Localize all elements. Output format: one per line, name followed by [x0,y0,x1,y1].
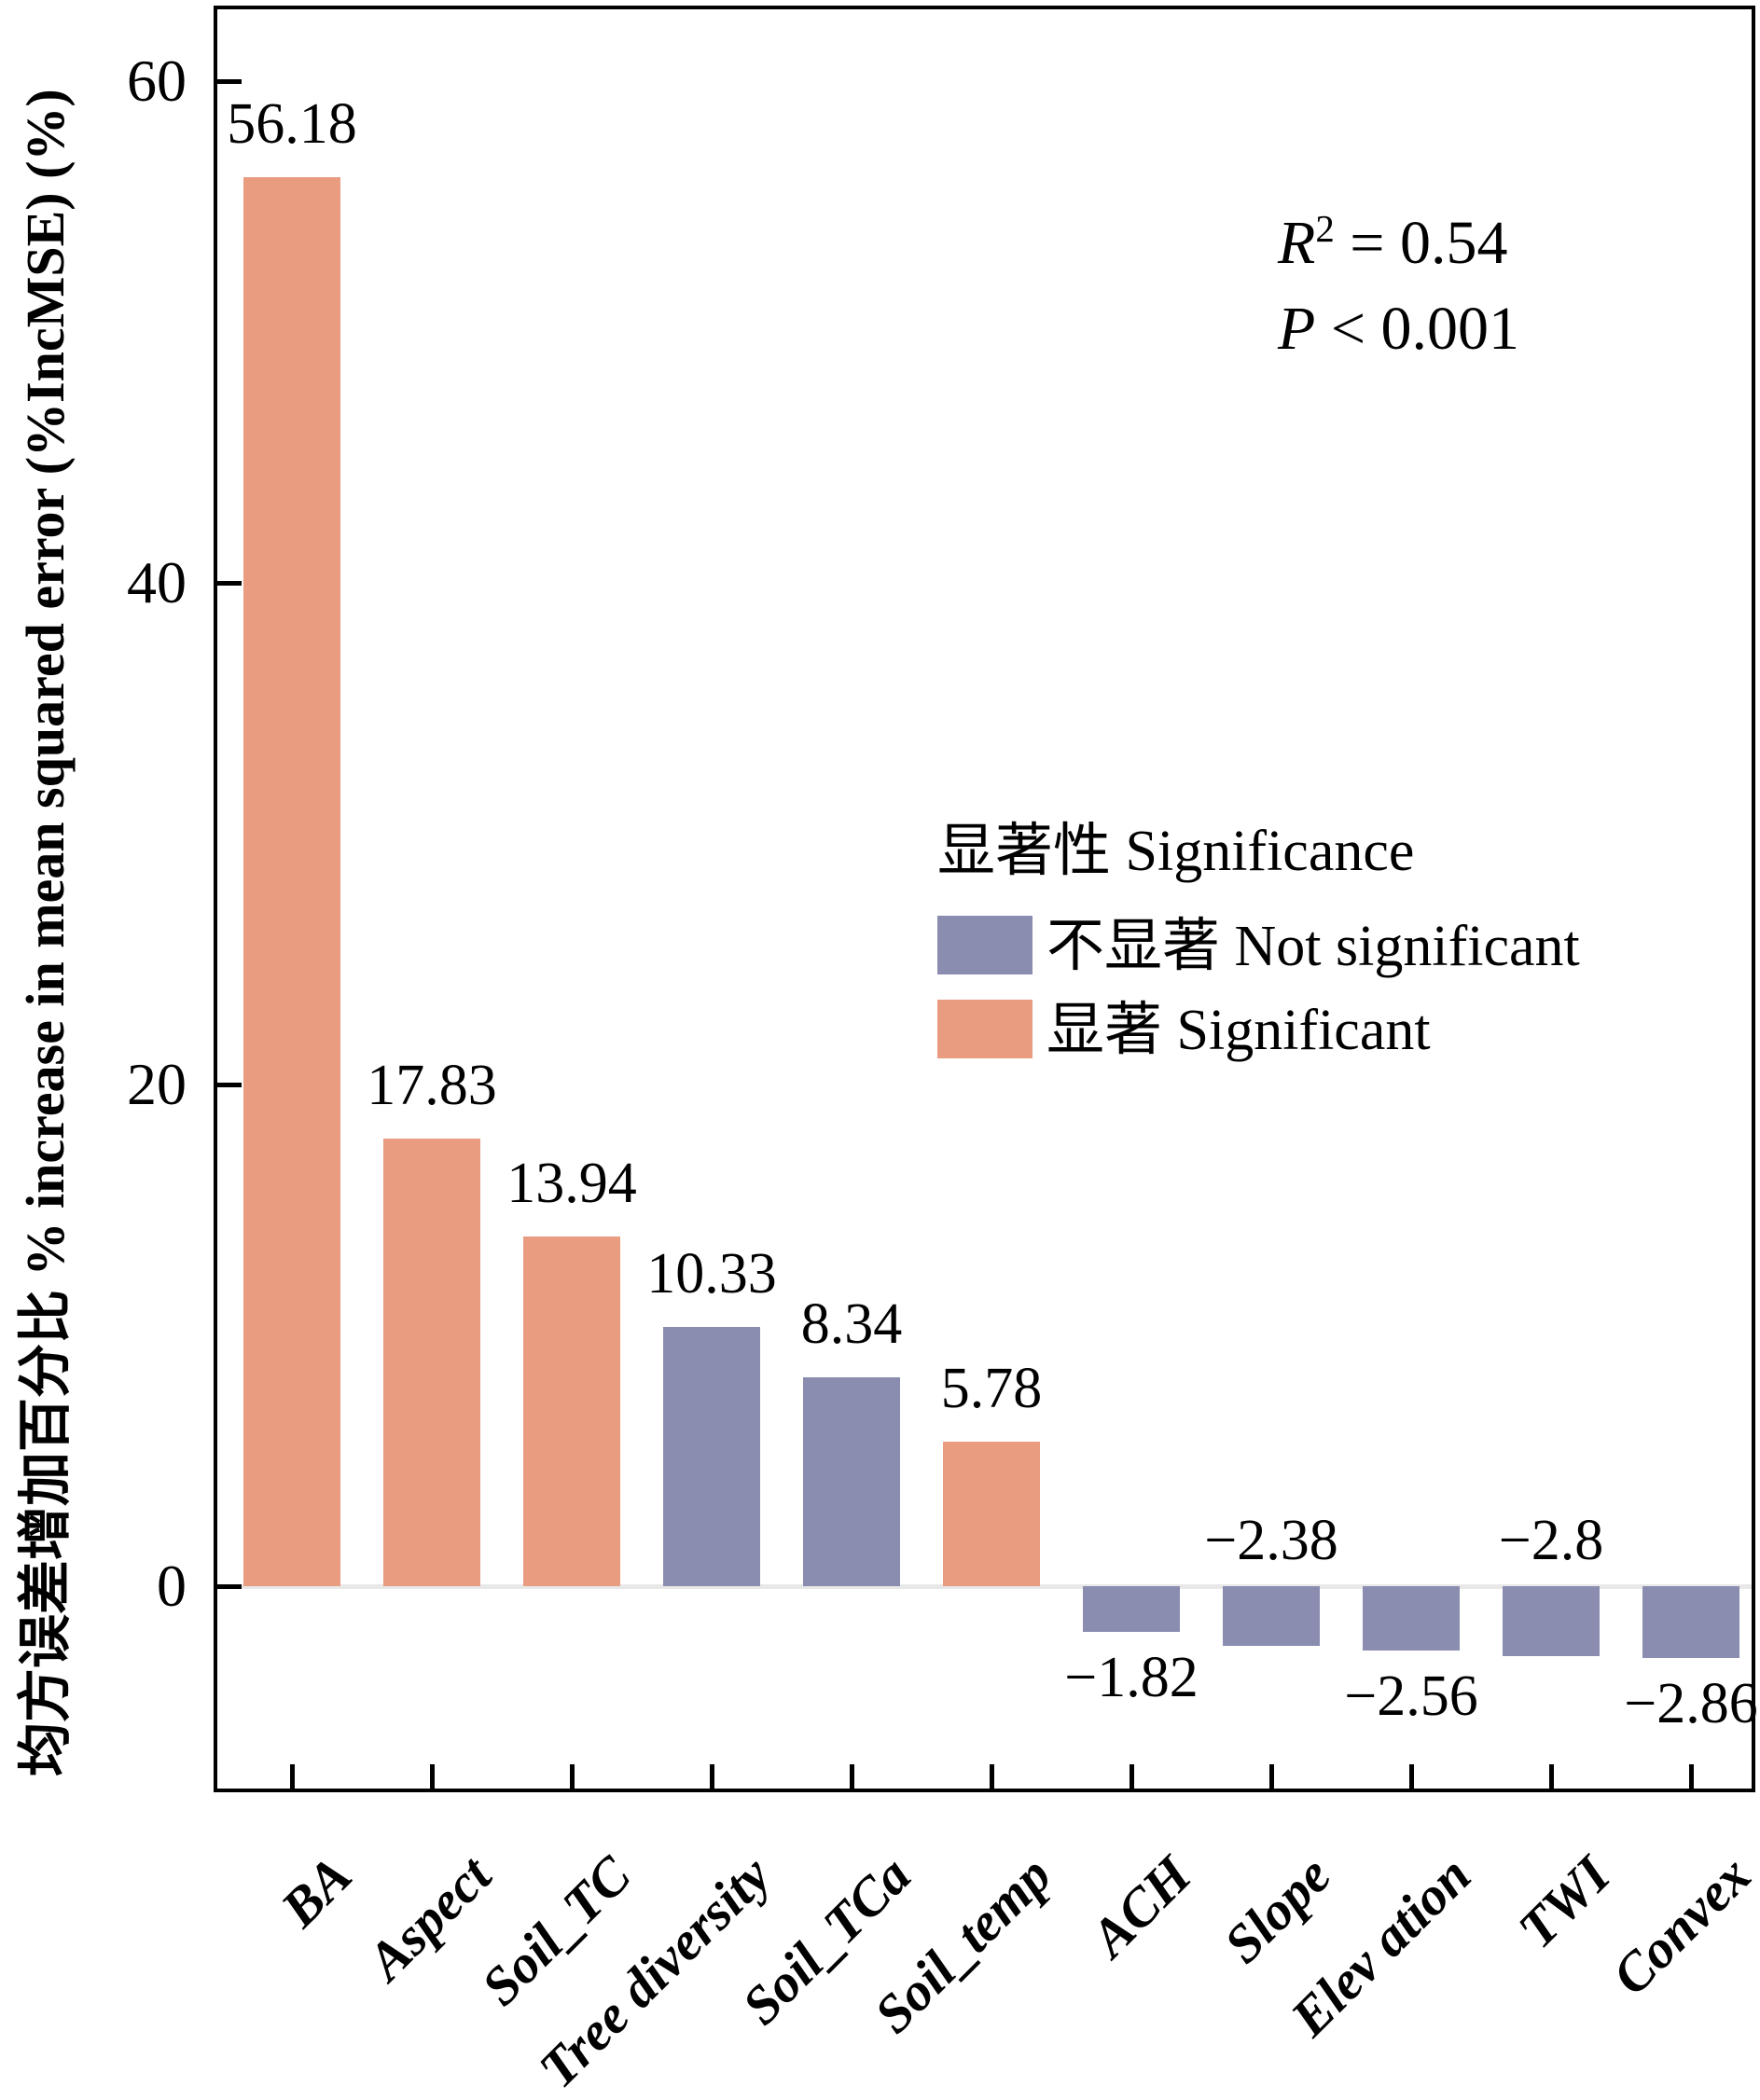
legend-swatch-significant [937,1000,1032,1058]
x-category-label-ACH: ACH [1078,1844,1202,1969]
legend-label-not-significant: 不显著 Not significant [1046,915,1580,978]
x-category-label-BA: BA [269,1844,363,1939]
bar-Soil_TCa [803,1376,900,1586]
x-axis-tick [430,1764,435,1789]
y-axis-title: 均方误差增加百分比 % increase in mean squared err… [15,89,76,1776]
bar-Slope [1223,1586,1320,1647]
y-axis-tick [217,1584,242,1589]
x-axis-tick [1269,1764,1274,1789]
y-tick-label: 0 [157,1553,187,1619]
x-axis-tick [1129,1764,1134,1789]
bar-Soil_temp [943,1441,1040,1586]
bar-value-label: −2.56 [1344,1664,1478,1728]
x-axis-tick [990,1764,994,1789]
bar-value-label: 13.94 [506,1152,637,1215]
legend-label-significant: 显著 Significant [1046,999,1431,1062]
bar-Aspect [383,1139,480,1586]
y-tick-label: 40 [127,549,187,615]
x-category-label-Slope: Slope [1212,1844,1342,1975]
bar-value-label: −2.86 [1624,1671,1758,1735]
x-axis-tick [290,1764,295,1789]
bar-TWI [1503,1586,1600,1657]
y-axis-tick [217,581,242,586]
bar-ACH [1083,1586,1180,1632]
x-category-label-Convex: Convex [1600,1844,1760,2007]
bar-value-label: 8.34 [800,1292,903,1356]
x-axis-tick [1409,1764,1414,1789]
x-axis-tick [1689,1764,1694,1789]
zero-reference-line [217,1584,1752,1589]
bar-BA [243,176,340,1586]
bar-Convex [1642,1586,1739,1658]
bar-value-label: 10.33 [646,1242,777,1306]
x-axis-tick [1549,1764,1554,1789]
bar-value-label: −1.82 [1064,1645,1199,1709]
x-axis-tick [710,1764,714,1789]
x-category-label-TWI: TWI [1506,1844,1622,1960]
bar-value-label: 56.18 [227,91,357,156]
p-value-line: P < 0.001 [1278,295,1520,363]
x-axis-tick [850,1764,854,1789]
legend-title: 显著性 Significance [937,820,1415,883]
bar-value-label: −2.38 [1204,1509,1338,1572]
bar-value-label: 5.78 [940,1356,1043,1420]
y-axis-tick [217,1083,242,1087]
r-squared-line: R2 = 0.54 [1278,208,1508,277]
bar-Soil_TC [523,1237,620,1586]
bar-value-label: −2.8 [1498,1509,1604,1572]
legend-swatch-not-significant [937,916,1032,974]
bar-value-label: 17.83 [367,1054,497,1118]
bar-Tree-diversity [663,1327,760,1586]
y-tick-label: 20 [127,1051,187,1117]
y-axis-tick [217,79,242,84]
y-tick-label: 60 [127,48,187,114]
stats-annotation: R2 = 0.54 P < 0.001 [1278,200,1519,372]
x-axis-tick [570,1764,575,1789]
bar-Elev-ation [1363,1586,1460,1651]
